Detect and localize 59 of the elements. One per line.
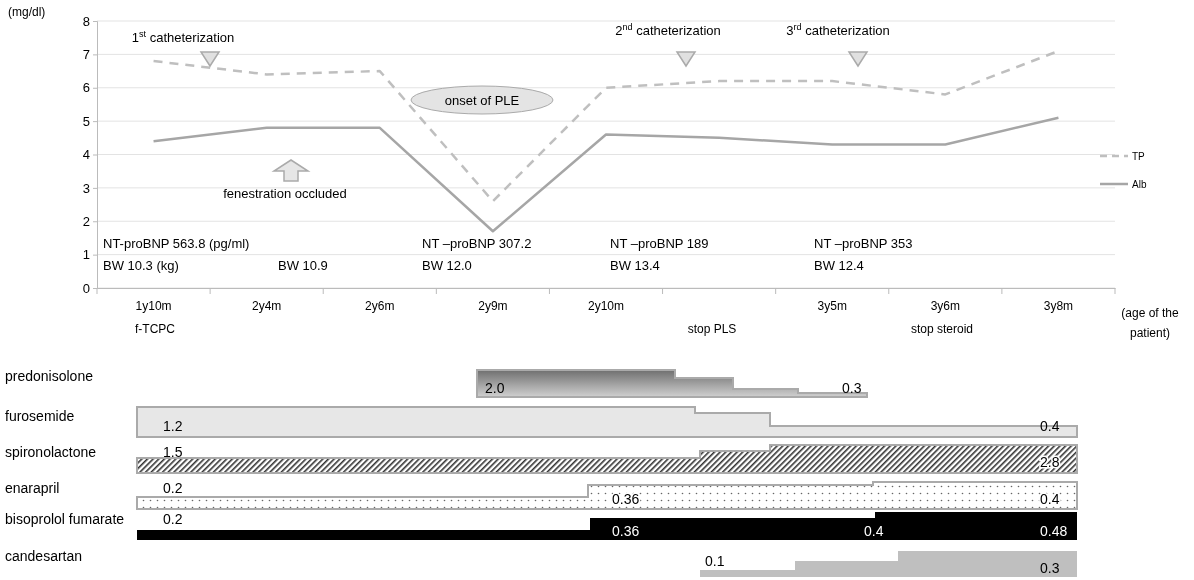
category-label: candesartan: [5, 548, 83, 564]
annotation: BW 10.9: [278, 258, 328, 273]
y-tick-label: 7: [82, 47, 90, 63]
y-tick-label: 6: [82, 80, 90, 96]
y-tick-label: 4: [82, 147, 90, 163]
y-tick-label: 3: [82, 180, 90, 196]
text: 0.3: [842, 380, 862, 396]
text: 0.4: [1040, 418, 1060, 434]
x-tick-label: 3y6m: [930, 299, 961, 314]
category-label: spironolactone: [5, 444, 97, 460]
line-series: [152, 116, 1060, 233]
x-tick-label: 2y4m: [251, 299, 282, 314]
text: stop steroid: [910, 322, 974, 336]
text: 2.0: [485, 380, 505, 396]
text: 0.36: [612, 491, 640, 507]
x-tick-label: 3y5m: [817, 299, 847, 314]
annotation: 2$^{nd}$ catheterization: [615, 22, 721, 38]
text: stop PLS: [687, 322, 737, 336]
text: 0.1: [705, 553, 725, 569]
y-axis-title: (mg/dl): [8, 5, 46, 19]
text: 1.5: [163, 444, 183, 460]
legend-label: TP: [1132, 151, 1146, 162]
text: 1.2: [163, 418, 183, 434]
category-label: predonisolone: [5, 368, 94, 384]
category-label: enarapril: [5, 480, 60, 496]
y-tick-label: 8: [82, 13, 90, 29]
y-tick-label: 0: [82, 280, 90, 296]
y-tick-label: 5: [82, 113, 90, 129]
legend-label: Alb: [1132, 179, 1147, 190]
text: 0.2: [163, 480, 183, 496]
annotation: BW 12.0: [422, 258, 472, 273]
category-label: bisoprolol fumarate: [5, 511, 125, 527]
annotation: 1$^{st}$ catheterization: [131, 29, 235, 45]
x-tick-label: 2y9m: [478, 299, 508, 314]
text: 0.48: [1040, 523, 1068, 539]
annotation: NT-proBNP 563.8 (pg/ml): [103, 236, 250, 251]
y-tick-label: 1: [82, 247, 90, 263]
x-tick-label: 1y10m: [135, 299, 172, 314]
y-tick-label: 2: [82, 213, 90, 229]
x-tick-label: 2y6m: [365, 299, 395, 314]
text: 0.2: [163, 511, 183, 527]
text: 0.4: [1040, 491, 1060, 507]
annotation: fenestration occluded: [223, 186, 347, 201]
x-tick-label: 2y10m: [587, 299, 625, 314]
category-label: furosemide: [5, 408, 75, 424]
annotation: BW 10.3 (kg): [103, 258, 179, 273]
x-axis-title: (age of the patient): [1121, 306, 1180, 340]
annotation: NT –proBNP 353: [814, 236, 913, 251]
annotation: NT –proBNP 307.2: [422, 236, 532, 251]
text: 0.3: [1040, 560, 1060, 576]
text: 0.4: [864, 523, 884, 539]
annotation: BW 13.4: [610, 258, 660, 273]
annotation: NT –proBNP 189: [610, 236, 709, 251]
annotation: BW 12.4: [814, 258, 864, 273]
annotation: onset of PLE: [444, 93, 520, 108]
text: 0.36: [612, 523, 640, 539]
text: f-TCPC: [135, 322, 176, 336]
x-tick-label: 3y8m: [1043, 299, 1074, 314]
annotation: 3$^{rd}$ catheterization: [786, 22, 890, 38]
